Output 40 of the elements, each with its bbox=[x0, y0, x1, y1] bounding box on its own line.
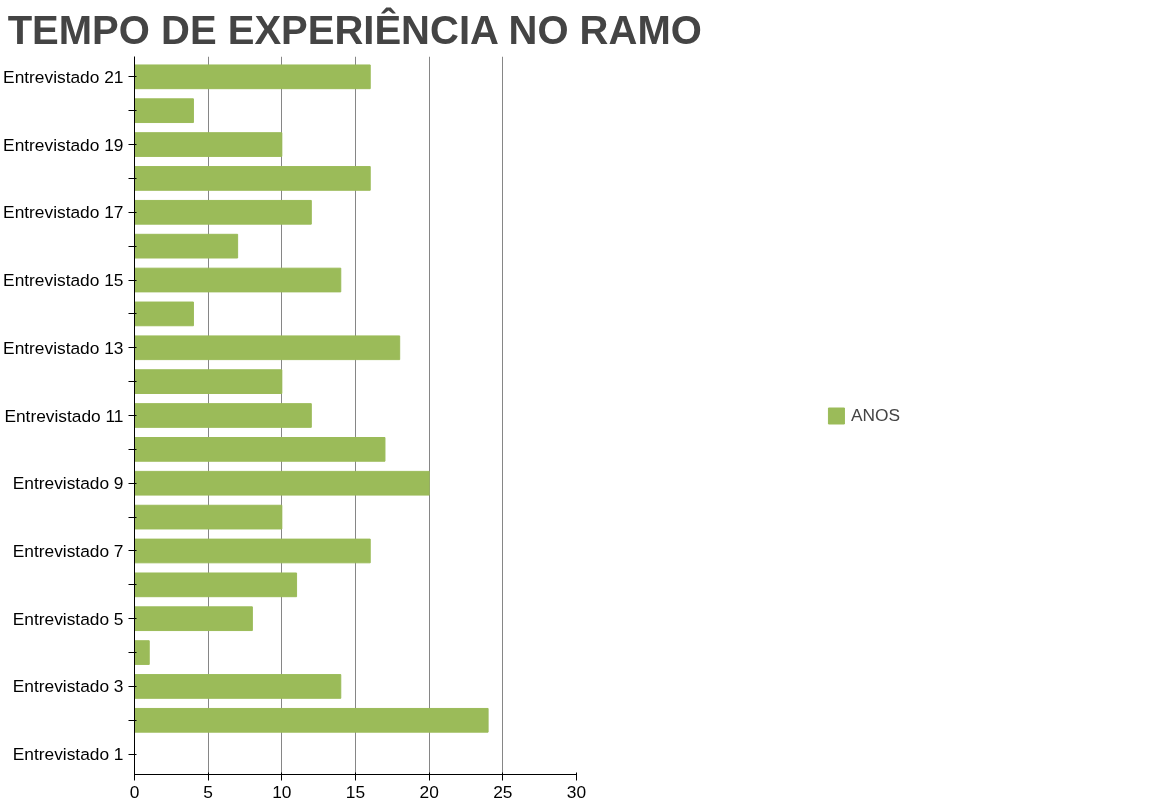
bar bbox=[134, 437, 386, 462]
x-tick-label: 20 bbox=[419, 781, 439, 802]
bar bbox=[134, 606, 253, 632]
bar bbox=[134, 301, 194, 327]
bar bbox=[134, 470, 430, 496]
x-tick-label: 5 bbox=[203, 781, 213, 802]
x-tick-label: 30 bbox=[566, 781, 587, 802]
bar bbox=[134, 572, 298, 598]
y-tick-label: Entrevistado 7 bbox=[12, 540, 124, 561]
bar bbox=[134, 64, 371, 90]
bar bbox=[134, 538, 371, 564]
y-tick-label: Entrevistado 11 bbox=[4, 405, 124, 426]
y-tick-label: Entrevistado 21 bbox=[3, 66, 124, 87]
bar bbox=[134, 369, 283, 394]
bar bbox=[134, 335, 401, 361]
x-tick-label: 25 bbox=[493, 781, 513, 802]
bar bbox=[134, 707, 489, 733]
x-tick-label: 15 bbox=[345, 781, 366, 802]
bar bbox=[134, 267, 342, 293]
chart-title: TEMPO DE EXPERIÊNCIA NO RAMO bbox=[7, 6, 702, 52]
y-tick-label: Entrevistado 5 bbox=[12, 608, 124, 629]
bar bbox=[134, 199, 312, 225]
legend-label: ANOS bbox=[850, 404, 901, 426]
bar bbox=[134, 132, 283, 157]
bar bbox=[134, 166, 371, 191]
x-tick-label: 10 bbox=[272, 781, 292, 802]
bar bbox=[134, 403, 312, 428]
x-tick-label: 0 bbox=[129, 781, 140, 802]
y-tick-label: Entrevistado 3 bbox=[12, 676, 124, 697]
y-tick-label: Entrevistado 13 bbox=[3, 337, 124, 358]
y-tick-label: Entrevistado 17 bbox=[3, 202, 124, 223]
y-tick-label: Entrevistado 9 bbox=[12, 473, 124, 494]
bar bbox=[134, 504, 283, 530]
bar bbox=[134, 674, 342, 699]
y-tick-label: Entrevistado 15 bbox=[3, 270, 124, 291]
bar bbox=[134, 640, 150, 665]
y-tick-label: Entrevistado 19 bbox=[3, 134, 124, 155]
bar bbox=[134, 98, 194, 124]
bar bbox=[134, 233, 239, 259]
y-tick-label: Entrevistado 1 bbox=[12, 744, 124, 765]
